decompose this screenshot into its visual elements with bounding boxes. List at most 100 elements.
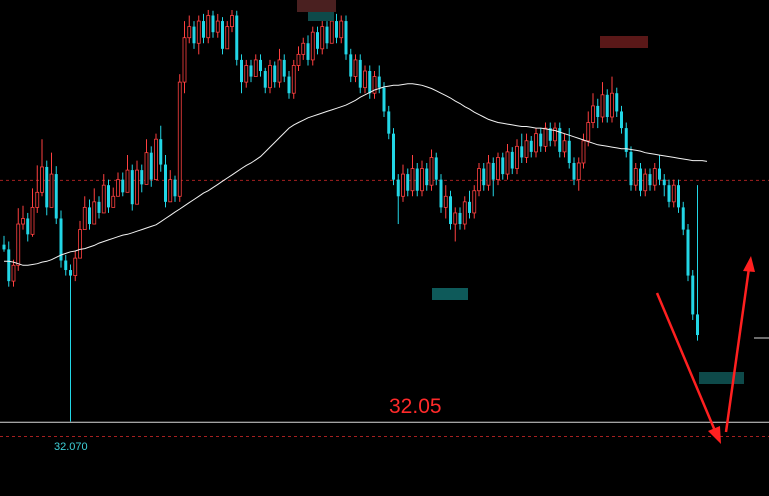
candle-body bbox=[581, 140, 586, 164]
candle-body bbox=[301, 42, 306, 55]
candle-body bbox=[21, 218, 25, 225]
candle-body bbox=[372, 76, 377, 94]
candle-body bbox=[249, 65, 253, 77]
candle-body bbox=[11, 264, 16, 282]
candle-body bbox=[543, 127, 548, 147]
candle-body bbox=[78, 229, 82, 259]
candle-body bbox=[182, 37, 187, 83]
candle-body bbox=[643, 173, 648, 192]
candle-body bbox=[368, 71, 372, 94]
candle-body bbox=[325, 26, 329, 44]
candle-body bbox=[548, 128, 552, 141]
candle-body bbox=[287, 76, 291, 94]
candle-body bbox=[168, 179, 173, 203]
candle-body bbox=[59, 218, 63, 261]
candle-body bbox=[620, 111, 623, 129]
candle-body bbox=[268, 65, 272, 89]
candle-body bbox=[425, 168, 429, 186]
candle-body bbox=[187, 26, 192, 39]
candle-body bbox=[396, 179, 400, 197]
candle-body bbox=[515, 145, 519, 169]
candle-body bbox=[624, 128, 628, 152]
candle-body bbox=[54, 174, 58, 219]
candle-body bbox=[116, 179, 120, 197]
candle-body bbox=[681, 207, 685, 230]
candle-body bbox=[615, 93, 619, 112]
candle-body bbox=[377, 76, 381, 88]
candle-body bbox=[101, 184, 106, 214]
candle-body bbox=[277, 59, 282, 83]
candle-body bbox=[107, 185, 110, 208]
candle-body bbox=[520, 146, 524, 158]
candle-body bbox=[501, 157, 505, 175]
obscured-label-top-2 bbox=[308, 12, 334, 21]
candle-body bbox=[524, 140, 529, 158]
candle-body bbox=[677, 185, 680, 208]
obscured-label-mid-low bbox=[432, 288, 468, 300]
candle-body bbox=[449, 196, 452, 225]
candle-body bbox=[64, 260, 68, 271]
candle-body bbox=[539, 133, 543, 147]
candle-body bbox=[529, 140, 533, 152]
candle-body bbox=[253, 59, 258, 77]
arrow-up-head bbox=[743, 256, 755, 272]
candle-body bbox=[177, 81, 182, 197]
candle-body bbox=[633, 168, 638, 186]
candle-body bbox=[259, 59, 262, 72]
candle-body bbox=[92, 201, 97, 225]
candle-body bbox=[88, 207, 91, 225]
candle-body bbox=[159, 139, 163, 165]
candle-body bbox=[434, 157, 438, 180]
candle-body bbox=[658, 168, 661, 180]
candle-body bbox=[244, 65, 249, 83]
candle-body bbox=[144, 152, 149, 185]
candle-body bbox=[415, 168, 419, 191]
candle-body bbox=[671, 184, 676, 203]
candle-body bbox=[420, 168, 424, 192]
candle-body bbox=[562, 140, 567, 153]
candle-body bbox=[662, 179, 666, 186]
candle-body bbox=[648, 174, 652, 186]
candle-body bbox=[263, 71, 267, 88]
candle-body bbox=[629, 151, 633, 186]
candle-body bbox=[97, 201, 101, 213]
candle-body bbox=[387, 111, 391, 134]
candle-body bbox=[225, 26, 230, 50]
candle-body bbox=[468, 201, 471, 213]
candle-body bbox=[667, 185, 671, 202]
candle-body bbox=[230, 15, 234, 28]
candle-body bbox=[491, 162, 495, 180]
arrow-down-line bbox=[655, 292, 720, 439]
arrow-down-head bbox=[708, 426, 721, 444]
candle-body bbox=[344, 21, 348, 55]
candle-body bbox=[486, 162, 491, 186]
candle-body bbox=[349, 54, 353, 77]
candle-body bbox=[173, 179, 177, 197]
candle-body bbox=[273, 65, 277, 83]
candle-body bbox=[130, 170, 134, 205]
candle-body bbox=[202, 21, 205, 38]
candle-body bbox=[406, 174, 410, 191]
candle-body bbox=[439, 179, 443, 208]
candle-body bbox=[453, 212, 458, 225]
candle-body bbox=[586, 122, 591, 142]
candles-group bbox=[2, 9, 699, 422]
candle-body bbox=[35, 191, 40, 208]
candle-body bbox=[472, 190, 477, 214]
candle-body bbox=[149, 152, 153, 180]
candle-body bbox=[235, 15, 239, 60]
candle-body bbox=[69, 270, 72, 276]
candle-body bbox=[496, 157, 500, 181]
candle-body bbox=[296, 53, 301, 66]
candle-body bbox=[363, 70, 367, 89]
candle-body bbox=[121, 179, 125, 193]
candle-body bbox=[686, 229, 690, 276]
candle-body bbox=[596, 105, 600, 117]
candle-body bbox=[392, 133, 395, 180]
candle-body bbox=[639, 168, 642, 191]
candle-body bbox=[329, 20, 334, 44]
arrow-up-line bbox=[724, 267, 751, 433]
obscured-label-right-low bbox=[699, 372, 744, 384]
